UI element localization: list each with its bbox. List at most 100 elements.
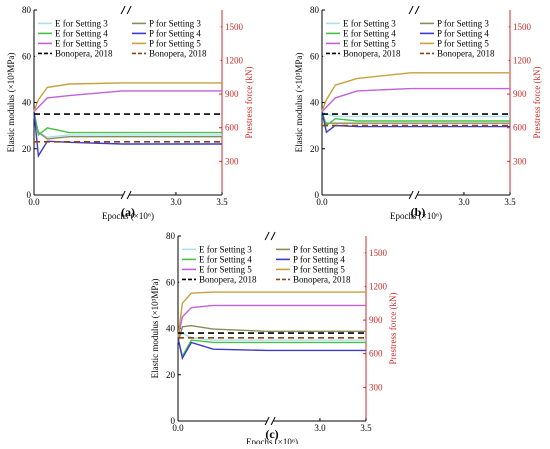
legend-entry: E for Setting 4 [55, 28, 108, 38]
y-right-tick-label: 600 [513, 123, 527, 133]
y-right-tick-label: 1500 [513, 22, 532, 32]
y-axis-left-label: Elastic modulus (×10³MPa) [6, 53, 16, 153]
y-right-tick-label: 300 [513, 156, 527, 166]
axis-break-gap [267, 232, 274, 240]
axis-break-mark [408, 5, 414, 15]
axis-break-mark [270, 231, 276, 241]
y-right-tick-label: 300 [369, 382, 383, 392]
y-right-tick-label: 1500 [225, 22, 244, 32]
x-tick-label: 3.0 [458, 197, 470, 207]
y-left-tick-label: 80 [310, 5, 320, 15]
legend-box [35, 17, 221, 62]
x-tick-label: 3.0 [314, 423, 326, 433]
x-tick-label: 3.5 [360, 423, 372, 433]
legend-entry: Bonopera, 2018 [149, 48, 207, 58]
y-right-tick-label: 300 [225, 156, 239, 166]
y-right-tick-label: 600 [369, 349, 383, 359]
panel-caption: (b) [411, 205, 426, 219]
axis-break-gap [123, 6, 130, 14]
legend-entry: E for Setting 3 [343, 18, 396, 28]
legend-box [179, 243, 365, 288]
y-left-tick-label: 0 [27, 190, 32, 200]
y-axis-right-label: Prestress force (kN) [388, 293, 398, 365]
legend-entry: Bonopera, 2018 [293, 274, 351, 284]
axis-break-gap [123, 191, 130, 199]
axis-break-mark [270, 416, 276, 426]
axis-break-gap [267, 417, 274, 425]
series-line-1 [177, 324, 366, 343]
y-right-tick-label: 900 [369, 315, 383, 325]
y-left-tick-label: 40 [22, 98, 32, 108]
y-left-tick-label: 0 [171, 416, 176, 426]
x-tick-label: 0.0 [28, 197, 40, 207]
chart-panel-c: 0 20 40 60 80 300 600 900 1200 1500 0.0 3.0 3.5 Elast… [150, 231, 398, 447]
y-left-tick-label: 20 [166, 370, 176, 380]
legend-entry: Bonopera, 2018 [199, 274, 257, 284]
axis-break-mark [408, 190, 414, 200]
y-axis-left-label: Elastic modulus (×10³MPa) [150, 279, 160, 379]
y-left-tick-label: 60 [166, 277, 176, 287]
y-left-tick-label: 0 [315, 190, 320, 200]
series-line-0 [33, 111, 222, 138]
axis-break-mark [414, 190, 420, 200]
x-axis-label: Epochs (×10⁶) [102, 211, 154, 221]
x-axis-label: Epochs (×10⁶) [390, 211, 442, 221]
legend-entry: P for Setting 5 [437, 38, 489, 48]
axis-break-mark [120, 190, 126, 200]
legend-entry: P for Setting 3 [149, 18, 201, 28]
legend-box [323, 17, 509, 62]
series-line-4 [177, 304, 366, 338]
legend-entry: P for Setting 3 [293, 244, 345, 254]
axis-break-mark [120, 5, 126, 15]
x-tick-label: 3.5 [216, 197, 228, 207]
panel-caption: (a) [121, 205, 135, 219]
panel-caption: (c) [265, 427, 278, 441]
series-line-5 [33, 82, 222, 112]
x-tick-label: 3.0 [170, 197, 182, 207]
legend-entry: E for Setting 3 [55, 18, 108, 28]
y-right-tick-label: 1500 [369, 248, 388, 258]
series-line-2 [33, 111, 222, 137]
y-right-tick-label: 1200 [369, 281, 388, 291]
legend-entry: P for Setting 3 [437, 18, 489, 28]
series-line-3 [33, 111, 222, 158]
axis-break-mark [414, 5, 420, 15]
series-line-4 [33, 90, 222, 113]
axis-break-gap [411, 6, 418, 14]
y-left-tick-label: 60 [22, 51, 32, 61]
y-right-tick-label: 900 [225, 89, 239, 99]
legend-entry: E for Setting 4 [199, 254, 252, 264]
x-tick-label: 3.5 [504, 197, 516, 207]
legend-entry: P for Setting 4 [437, 28, 489, 38]
legend-entry: E for Setting 3 [199, 244, 252, 254]
y-left-tick-label: 40 [166, 324, 176, 334]
axis-break-gap [411, 191, 418, 199]
axis-break-mark [126, 5, 132, 15]
y-axis-right-label: Prestress force (kN) [244, 67, 254, 139]
legend-entry: P for Setting 4 [293, 254, 345, 264]
y-axis-left-label: Elastic modulus (×10³MPa) [294, 53, 304, 153]
legend-entry: P for Setting 4 [149, 28, 201, 38]
y-left-tick-label: 20 [310, 144, 320, 154]
legend-entry: E for Setting 5 [55, 38, 108, 48]
y-left-tick-label: 20 [22, 144, 32, 154]
chart-panel-b: 0 20 40 60 80 300 600 900 1200 1500 0.0 3.0 3.5 Elast… [294, 5, 542, 221]
y-axis-right-label: Prestress force (kN) [532, 67, 542, 139]
chart-panel-a: 0 20 40 60 80 300 600 900 1200 1500 0.0 3.0 3.5 Elast… [6, 5, 254, 221]
y-left-tick-label: 80 [166, 231, 176, 241]
x-axis-label: Epochs (×10⁶) [246, 437, 298, 444]
legend-entry: Bonopera, 2018 [55, 48, 113, 58]
legend-entry: P for Setting 5 [293, 264, 345, 274]
y-right-tick-label: 1200 [225, 55, 244, 65]
y-right-tick-label: 900 [513, 89, 527, 99]
series-line-3 [321, 111, 510, 134]
legend-entry: P for Setting 5 [149, 38, 201, 48]
axis-break-mark [264, 416, 270, 426]
legend-entry: E for Setting 5 [199, 264, 252, 274]
legend-entry: E for Setting 4 [343, 28, 396, 38]
legend-entry: E for Setting 5 [343, 38, 396, 48]
x-tick-label: 0.0 [316, 197, 328, 207]
series-line-4 [321, 87, 510, 113]
